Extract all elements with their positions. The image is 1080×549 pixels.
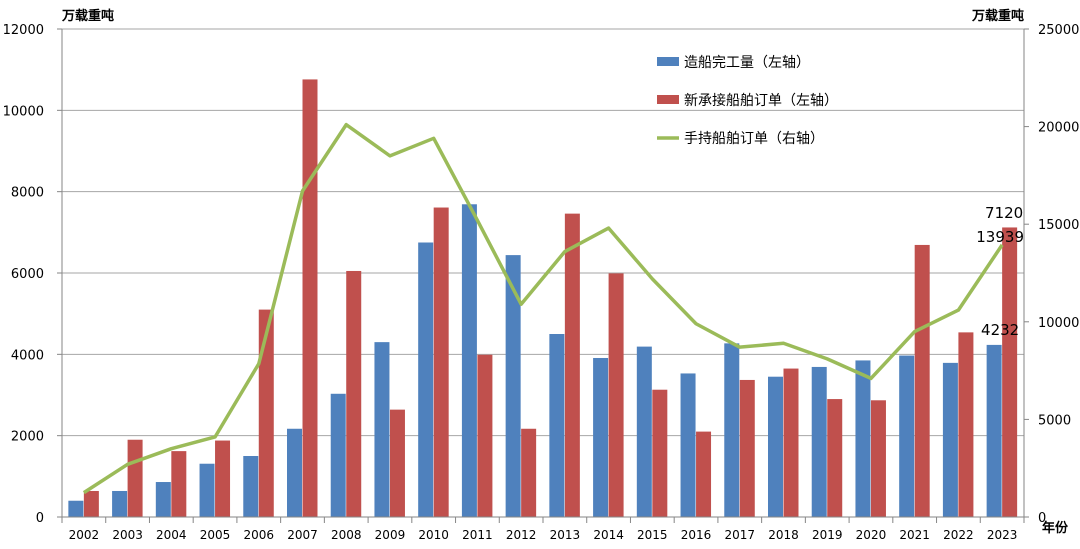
bar-completed <box>549 334 565 517</box>
x-tick-label: 2008 <box>331 528 362 542</box>
bar-completed <box>112 490 128 517</box>
bar-completed <box>636 346 652 517</box>
bar-completed <box>199 463 215 517</box>
legend-swatch <box>657 57 679 66</box>
x-tick-label: 2017 <box>724 528 755 542</box>
x-tick-label: 2019 <box>812 528 843 542</box>
x-tick-label: 2016 <box>681 528 712 542</box>
x-tick-label: 2015 <box>637 528 668 542</box>
legend-label: 新承接船舶订单（左轴） <box>684 92 838 109</box>
data-label: 13939 <box>976 228 1024 246</box>
bar-completed <box>287 428 302 517</box>
bar-completed <box>942 362 958 517</box>
bar-new-orders <box>83 490 99 517</box>
x-tick-label: 2005 <box>200 528 231 542</box>
left-tick-label: 10000 <box>3 104 44 119</box>
bar-completed <box>680 373 696 517</box>
left-tick-label: 4000 <box>11 348 44 363</box>
bar-completed <box>855 360 871 517</box>
bar-completed <box>986 344 1002 517</box>
legend: 造船完工量（左轴） 新承接船舶订单（左轴） 手持船舶订单（右轴） <box>657 55 838 147</box>
left-tick-label: 6000 <box>11 267 44 282</box>
right-tick-label: 0 <box>1038 511 1046 526</box>
x-tick-label: 2020 <box>856 528 887 542</box>
bar-new-orders <box>696 431 712 517</box>
x-tick-label: 2013 <box>550 528 581 542</box>
data-label: 7120 <box>985 204 1023 222</box>
bar-completed <box>418 242 434 517</box>
bar-new-orders <box>171 451 187 517</box>
x-tick-label: 2010 <box>418 528 449 542</box>
right-tick-label: 20000 <box>1038 121 1079 136</box>
left-tick-label: 8000 <box>11 186 44 201</box>
gridlines <box>62 28 1024 437</box>
right-axis-unit: 万载重吨 <box>971 8 1024 24</box>
legend-label: 手持船舶订单（右轴） <box>684 131 824 147</box>
bar-new-orders <box>652 389 668 517</box>
bar-new-orders <box>870 400 886 517</box>
x-tick-label: 2009 <box>375 528 406 542</box>
bar-completed <box>243 456 259 517</box>
x-tick-label: 2007 <box>287 528 318 542</box>
bar-completed <box>593 357 609 517</box>
x-tick-label: 2002 <box>69 528 100 542</box>
axes <box>57 28 1029 523</box>
left-axis-unit: 万载重吨 <box>61 8 114 24</box>
bar-new-orders <box>433 207 449 517</box>
bar-new-orders <box>127 439 143 517</box>
legend-label: 造船完工量（左轴） <box>684 55 810 71</box>
bar-new-orders <box>783 368 799 517</box>
x-tick-label: 2014 <box>593 528 624 542</box>
bar-completed <box>374 342 390 517</box>
legend-swatch <box>657 95 679 104</box>
bar-completed <box>461 204 477 518</box>
bar-new-orders <box>389 409 405 517</box>
x-tick-label: 2011 <box>462 528 493 542</box>
bar-new-orders <box>958 332 974 517</box>
line-series <box>82 122 1004 495</box>
x-tick-label: 2003 <box>112 528 143 542</box>
x-axis-unit: 年份 <box>1042 520 1069 536</box>
bar-new-orders <box>827 399 843 517</box>
x-tick-label: 2012 <box>506 528 537 542</box>
bar-completed <box>724 343 740 517</box>
bar-new-orders <box>258 309 274 517</box>
bars <box>68 79 1018 518</box>
bar-new-orders <box>215 440 231 517</box>
line-holding-orders <box>82 122 1004 495</box>
tick-labels: 0 2000 4000 6000 8000 10000 12000 0 5000 10000 150… <box>3 23 1080 542</box>
right-tick-label: 5000 <box>1038 413 1071 428</box>
annotations: 7120 13939 4232 <box>976 204 1024 339</box>
x-tick-label: 2021 <box>899 528 930 542</box>
x-tick-label: 2022 <box>943 528 974 542</box>
bar-new-orders <box>1002 227 1018 517</box>
bar-completed <box>155 482 171 517</box>
bar-new-orders <box>346 270 362 517</box>
left-tick-label: 12000 <box>3 23 44 38</box>
x-tick-label: 2006 <box>243 528 274 542</box>
right-tick-label: 25000 <box>1038 23 1079 38</box>
left-tick-label: 2000 <box>11 430 44 445</box>
data-label: 4232 <box>981 321 1019 339</box>
bar-completed <box>768 376 783 517</box>
bar-completed <box>68 500 84 517</box>
bar-new-orders <box>477 354 493 517</box>
bar-completed <box>899 355 915 517</box>
bar-new-orders <box>608 273 624 517</box>
right-tick-label: 15000 <box>1038 218 1079 233</box>
right-tick-label: 10000 <box>1038 316 1079 331</box>
bar-completed <box>811 366 827 517</box>
bar-new-orders <box>302 79 318 517</box>
x-tick-label: 2004 <box>156 528 187 542</box>
bar-new-orders <box>521 428 537 517</box>
x-tick-label: 2018 <box>768 528 799 542</box>
bar-new-orders <box>739 379 755 517</box>
bar-new-orders <box>914 244 930 517</box>
bar-completed <box>505 255 521 517</box>
bar-new-orders <box>564 213 580 518</box>
x-tick-label: 2023 <box>987 528 1018 542</box>
bar-completed <box>330 393 346 517</box>
left-tick-label: 0 <box>36 511 44 526</box>
